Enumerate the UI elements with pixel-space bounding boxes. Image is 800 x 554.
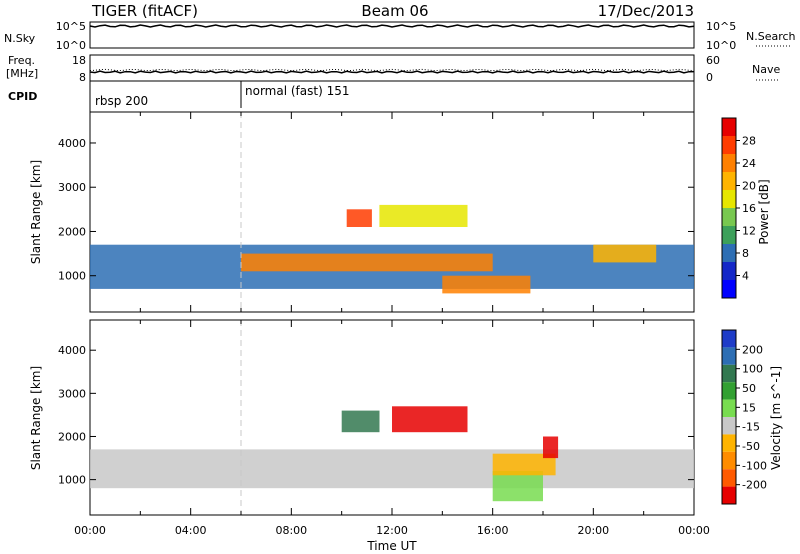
power-colorbar-swatch-6 [722,208,736,226]
x-axis-label: Time UT [366,539,417,553]
velocity-ytick-label-4: 1000 [58,474,86,487]
beam-title: Beam 06 [361,2,428,20]
velocity-colorbar-label: Velocity [m s^-1] [769,366,783,470]
power-colorbar-swatch-1 [722,118,736,136]
power-colorbar-swatch-4 [722,172,736,190]
velocity-echo-region-5 [492,453,556,476]
velocity-echo-region-3 [392,406,468,433]
power-colorbar-swatch-5 [722,190,736,208]
velocity-colorbar-tick-2: 100 [742,363,763,376]
cpid-segment-2: normal (fast) 151 [245,84,349,98]
velocity-colorbar: 200 100 50 15 -15 -50 -100 -200 [721,329,767,505]
velocity-colorbar-tick-8: -200 [742,479,767,492]
nsky-right-tick-top: 10^5 [706,20,736,33]
velocity-echo-region-6 [543,436,559,459]
power-ytick-label-1: 4000 [58,137,86,150]
power-colorbar-tick-2: 24 [742,157,756,170]
nsky-panel: N.Sky 10^5 10^0 10^5 10^0 N.Search [4,20,796,52]
nsky-right-tick-bottom: 10^0 [706,39,736,52]
power-colorbar-label: Power [dB] [757,179,771,244]
power-colorbar-swatch-3 [722,154,736,172]
velocity-colorbar-swatch-3 [722,364,736,383]
nave-label: Nave [752,63,780,76]
velocity-colorbar-swatch-8 [722,451,736,470]
power-colorbar-swatch-7 [722,226,736,244]
x-tick-label-5: 16:00 [477,524,509,537]
nave-series-line [89,68,695,72]
nsearch-label: N.Search [746,30,796,43]
power-colorbar-tick-7: 4 [742,270,749,283]
x-tick-label-3: 08:00 [275,524,307,537]
power-echo-region-3 [346,209,372,227]
x-tick-label-4: 12:00 [376,524,408,537]
x-tick-label-2: 04:00 [175,524,207,537]
nsky-left-label: N.Sky [4,32,36,45]
velocity-panel: 4000 3000 2000 1000 Slant Range [km] [29,319,695,516]
x-tick-label-6: 20:00 [577,524,609,537]
power-colorbar-tick-1: 28 [742,135,756,148]
power-colorbar-tick-5: 12 [742,225,756,238]
power-ytick-label-3: 2000 [58,225,86,238]
power-echo-region-6 [593,244,657,263]
power-colorbar-tick-6: 8 [742,247,749,260]
velocity-ytick-label-3: 2000 [58,430,86,443]
power-colorbar-swatch-8 [722,244,736,262]
cpid-row: CPID rbsp 200 normal (fast) 151 [8,81,695,112]
x-tick-label-7: 00:00 [678,524,710,537]
velocity-ytick-label-2: 3000 [58,387,86,400]
power-colorbar-tick-3: 20 [742,180,756,193]
velocity-colorbar-tick-6: -50 [742,440,760,453]
power-colorbar-swatch-10 [722,280,736,298]
power-colorbar-tick-4: 16 [742,202,756,215]
radar-title: TIGER (fitACF) [91,2,198,20]
nsky-left-tick-top: 10^5 [56,20,86,33]
freq-panel: Freq. [MHz] 18 8 60 0 Nave [6,54,780,84]
nave-right-tick-top: 60 [706,54,720,67]
nsky-left-tick-bottom: 10^0 [56,39,86,52]
power-ytick-label-4: 1000 [58,270,86,283]
power-echo-region-5 [442,275,531,294]
freq-left-tick-bottom: 8 [79,71,86,84]
velocity-colorbar-swatch-5 [722,399,736,417]
velocity-colorbar-swatch-7 [722,434,736,452]
x-tick-label-1: 00:00 [74,524,106,537]
velocity-colorbar-tick-4: 15 [742,401,756,414]
power-colorbar: 28 24 20 16 12 8 4 [721,117,756,299]
velocity-echo-region-2 [341,410,380,433]
velocity-echo-region-4 [492,471,543,502]
date-title: 17/Dec/2013 [598,2,694,20]
power-ytick-label-2: 3000 [58,181,86,194]
time-axis: 00:00 04:00 08:00 12:00 16:00 20:00 00:00 [74,524,710,537]
power-echo-region-2 [241,253,493,272]
freq-series-line [89,70,695,74]
power-ylabel: Slant Range [km] [29,160,43,264]
velocity-colorbar-tick-7: -100 [742,459,767,472]
velocity-colorbar-swatch-1 [722,330,736,348]
velocity-colorbar-swatch-2 [722,347,736,365]
power-colorbar-swatch-2 [722,136,736,154]
freq-left-label-1: Freq. [8,54,35,67]
nsky-series-line [89,24,695,28]
velocity-colorbar-tick-3: 50 [742,382,756,395]
freq-left-label-2: [MHz] [6,67,38,80]
cpid-segment-1: rbsp 200 [95,94,148,108]
power-panel: 4000 3000 2000 1000 Slant Range [km] [29,111,695,313]
velocity-colorbar-swatch-9 [722,469,736,487]
velocity-colorbar-swatch-10 [722,486,736,504]
velocity-colorbar-swatch-4 [722,382,736,400]
freq-left-tick-top: 18 [72,54,86,67]
nave-right-tick-bottom: 0 [706,71,713,84]
velocity-echo-region-1 [90,449,694,489]
power-colorbar-swatch-9 [722,262,736,280]
velocity-ylabel: Slant Range [km] [29,366,43,470]
cpid-label: CPID [8,90,37,103]
velocity-ytick-label-1: 4000 [58,344,86,357]
velocity-colorbar-tick-5: -15 [742,421,760,434]
velocity-colorbar-swatch-6 [722,417,736,435]
power-echo-region-4 [379,204,468,227]
velocity-colorbar-tick-1: 200 [742,343,763,356]
